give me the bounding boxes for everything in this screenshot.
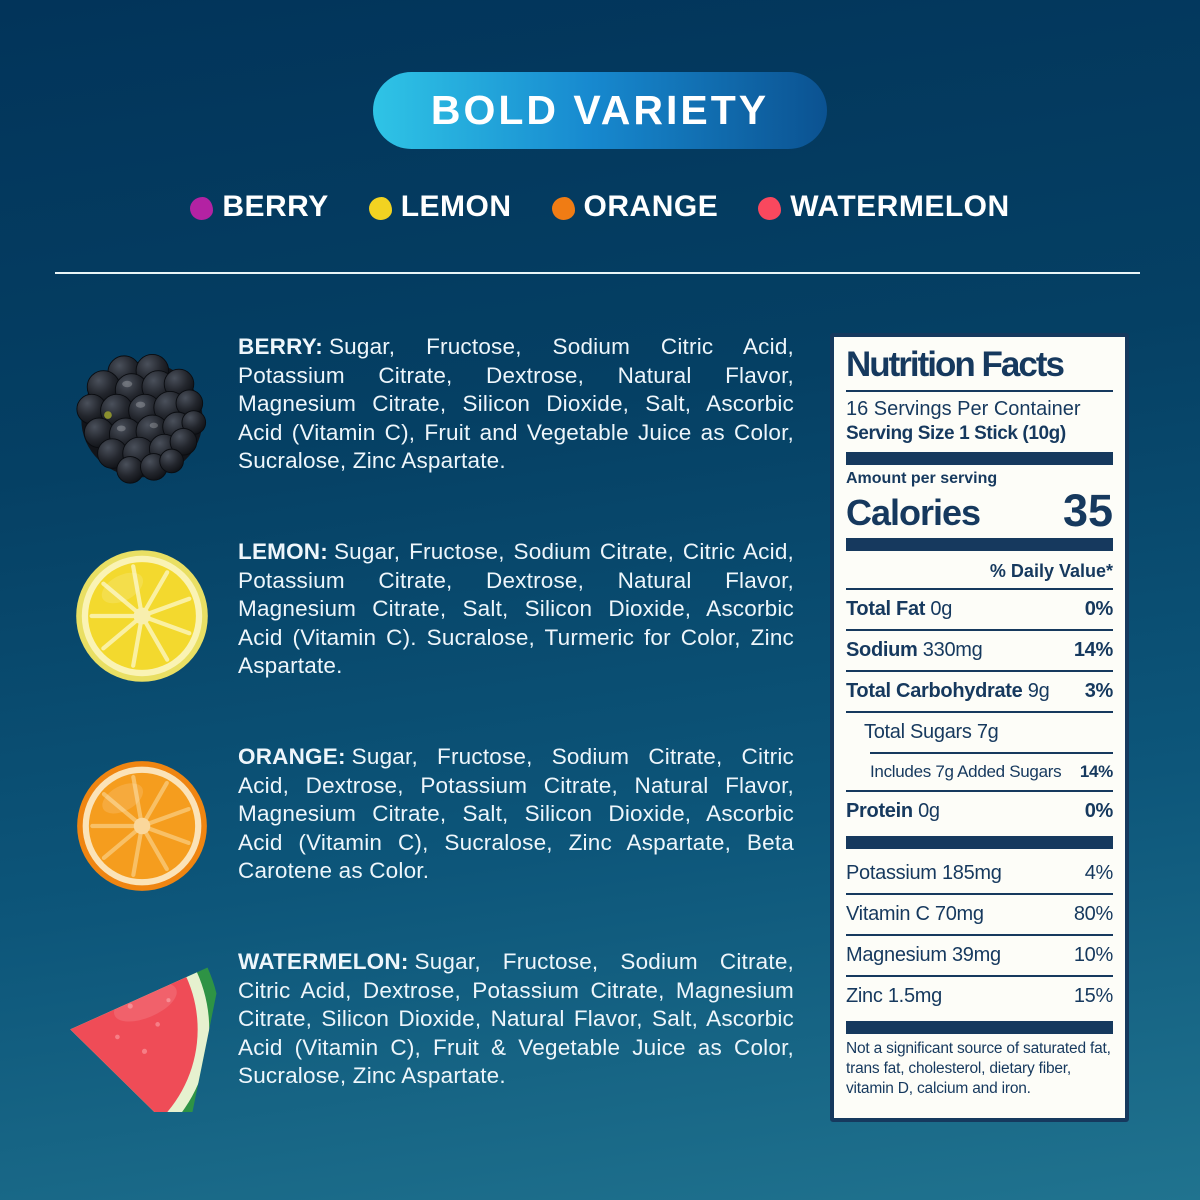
blackberry-icon: [76, 353, 207, 484]
ingredients-list: BERRY: Sugar, Fructose, Sodium Citric Aci…: [46, 333, 794, 1153]
thick-rule: [846, 451, 1113, 465]
thick-rule: [846, 537, 1113, 551]
flavor-item-lemon: LEMON: [368, 190, 512, 224]
nutrient-row-added-sugars: Includes 7g Added Sugars 14%: [870, 751, 1113, 790]
thick-rule: [846, 1020, 1113, 1034]
nutrition-footnote: Not a significant source of saturated fa…: [846, 1039, 1111, 1097]
flavor-label: BERRY: [222, 190, 329, 223]
nutrient-row-vitamin-c: Vitamin C 70mg 80%: [846, 892, 1113, 934]
nutrient-row-zinc: Zinc 1.5mg 15%: [846, 974, 1113, 1016]
berry-dot-icon: [190, 196, 214, 220]
ingredient-section-berry: BERRY: Sugar, Fructose, Sodium Citric Aci…: [46, 333, 794, 538]
nutrient-row-total-carbohydrate: Total Carbohydrate 9g 3%: [846, 669, 1113, 711]
ingredient-text-orange: ORANGE: Sugar, Fructose, Sodium Citrate, …: [238, 744, 794, 884]
lemon-dot-icon: [368, 196, 392, 220]
nutrient-row-total-sugars: Total Sugars 7g: [846, 710, 1113, 752]
nutrition-facts-title: Nutrition Facts: [846, 345, 1113, 393]
ingredient-section-lemon: LEMON: Sugar, Fructose, Sodium Citrate, C…: [46, 538, 794, 743]
ingredient-flavor-name: BERRY:: [238, 334, 323, 359]
servings-per-container: 16 Servings Per Container: [846, 398, 1081, 421]
flavor-item-watermelon: WATERMELON: [758, 190, 1009, 224]
orange-slice-icon: [77, 761, 207, 891]
variety-badge-label: BOLD VARIETY: [430, 87, 770, 133]
nutrient-row-sodium: Sodium 330mg 14%: [846, 628, 1113, 670]
section-divider: [55, 272, 1140, 274]
flavor-label: LEMON: [400, 190, 512, 223]
serving-size: Serving Size 1 Stick (10g): [846, 423, 1066, 445]
flavor-item-berry: BERRY: [190, 190, 328, 224]
amount-per-serving-label: Amount per serving: [846, 469, 998, 487]
ingredient-text-watermelon: WATERMELON: Sugar, Fructose, Sodium Citra…: [238, 949, 794, 1089]
thick-rule: [846, 835, 1113, 849]
ingredient-section-orange: ORANGE: Sugar, Fructose, Sodium Citrate, …: [46, 743, 794, 948]
calories-label: Calories: [846, 492, 981, 534]
ingredient-text-lemon: LEMON: Sugar, Fructose, Sodium Citrate, C…: [238, 539, 794, 679]
daily-value-header: % Daily Value*: [989, 560, 1113, 581]
ingredient-flavor-name: WATERMELON:: [238, 949, 409, 974]
watermelon-dot-icon: [758, 196, 782, 220]
flavor-item-orange: ORANGE: [551, 190, 719, 224]
ingredient-text-berry: BERRY: Sugar, Fructose, Sodium Citric Aci…: [238, 334, 794, 474]
ingredient-flavor-name: LEMON:: [238, 539, 328, 564]
lemon-slice-icon: [76, 550, 208, 682]
watermelon-wedge-icon: [65, 964, 221, 1112]
nutrient-row-total-fat: Total Fat 0g 0%: [846, 587, 1113, 629]
variety-badge: BOLD VARIETY: [373, 72, 827, 149]
calories-value: 35: [1062, 484, 1113, 536]
ingredient-flavor-name: ORANGE:: [238, 744, 346, 769]
nutrient-row-magnesium: Magnesium 39mg 10%: [846, 933, 1113, 975]
ingredient-section-watermelon: WATERMELON: Sugar, Fructose, Sodium Citra…: [46, 948, 794, 1153]
flavor-legend: BERRY LEMON ORANGE WATERMELON: [0, 190, 1200, 224]
orange-dot-icon: [551, 196, 575, 220]
flavor-label: WATERMELON: [790, 190, 1010, 223]
nutrient-row-protein: Protein 0g 0%: [846, 789, 1113, 831]
nutrition-facts-panel: Nutrition Facts 16 Servings Per Containe…: [830, 333, 1129, 1122]
nutrient-row-potassium: Potassium 185mg 4%: [846, 861, 1113, 884]
flavor-label: ORANGE: [583, 190, 719, 223]
calories-row: Calories 35: [846, 488, 1113, 533]
